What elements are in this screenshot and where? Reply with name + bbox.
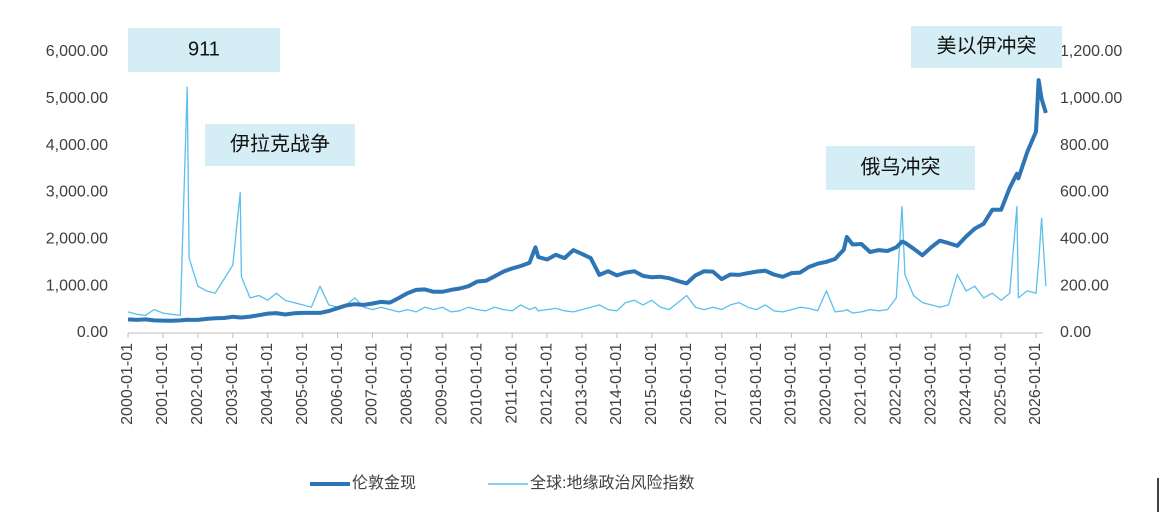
x-tick-label: 2012-01-01 — [538, 343, 555, 425]
annotation-box — [826, 146, 975, 190]
annotation: 911 — [188, 38, 220, 60]
y-tick-label: 4,000.00 — [46, 137, 108, 154]
x-tick-label: 2023-01-01 — [922, 343, 939, 425]
y-tick-label: 1,000.00 — [46, 277, 108, 294]
x-tick-label: 2000-01-01 — [119, 343, 136, 425]
y2-tick-label: 0.00 — [1060, 324, 1091, 341]
x-tick-label: 2011-01-01 — [503, 343, 520, 424]
x-tick-label: 2022-01-01 — [888, 343, 905, 425]
x-tick-label: 2014-01-01 — [608, 343, 625, 425]
annotation: 伊拉克战争 — [230, 132, 330, 155]
y2-tick-label: 400.00 — [1060, 231, 1109, 248]
x-tick-label: 2013-01-01 — [573, 343, 590, 425]
annotation: 美以伊冲突 — [937, 34, 1037, 57]
x-tick-label: 2007-01-01 — [364, 343, 381, 425]
x-tick-label: 2019-01-01 — [783, 343, 800, 425]
x-tick-label: 2016-01-01 — [678, 343, 695, 425]
x-tick-label: 2021-01-01 — [853, 343, 870, 425]
x-tick-label: 2005-01-01 — [294, 343, 311, 425]
x-tick-label: 2020-01-01 — [818, 343, 835, 425]
y-tick-label: 5,000.00 — [46, 90, 108, 107]
y-tick-label: 2,000.00 — [46, 231, 108, 248]
y2-tick-label: 1,200.00 — [1060, 43, 1122, 60]
x-tick-label: 2009-01-01 — [434, 343, 451, 425]
annotation: 俄乌冲突 — [861, 155, 941, 178]
y2-tick-label: 600.00 — [1060, 184, 1109, 201]
x-tick-label: 2015-01-01 — [643, 343, 660, 425]
x-tick-label: 2018-01-01 — [748, 343, 765, 425]
y-tick-label: 0.00 — [77, 324, 108, 341]
x-tick-label: 2003-01-01 — [224, 343, 241, 425]
x-tick-label: 2006-01-01 — [329, 343, 346, 425]
series-line — [127, 78, 1048, 323]
annotation-box — [205, 124, 355, 166]
y-tick-label: 6,000.00 — [46, 43, 108, 60]
y2-tick-label: 200.00 — [1060, 277, 1109, 294]
annotation-box — [128, 28, 280, 72]
x-tick-label: 2024-01-01 — [957, 343, 974, 425]
legend-label: 伦敦金现 — [352, 474, 416, 492]
series-line — [127, 86, 1047, 317]
y-tick-label: 3,000.00 — [46, 184, 108, 201]
x-tick-label: 2017-01-01 — [713, 343, 730, 425]
x-tick-label: 2025-01-01 — [992, 343, 1009, 425]
x-tick-label: 2001-01-01 — [154, 343, 171, 425]
x-tick-label: 2026-01-01 — [1027, 343, 1044, 425]
annotation-box — [911, 26, 1062, 68]
legend-label: 全球:地缘政治风险指数 — [530, 474, 694, 492]
x-tick-label: 2008-01-01 — [399, 343, 416, 425]
x-tick-label: 2004-01-01 — [259, 343, 276, 425]
y2-tick-label: 1,000.00 — [1060, 90, 1122, 107]
x-tick-label: 2010-01-01 — [468, 343, 485, 425]
y2-tick-label: 800.00 — [1060, 137, 1109, 154]
x-tick-label: 2002-01-01 — [189, 343, 206, 425]
